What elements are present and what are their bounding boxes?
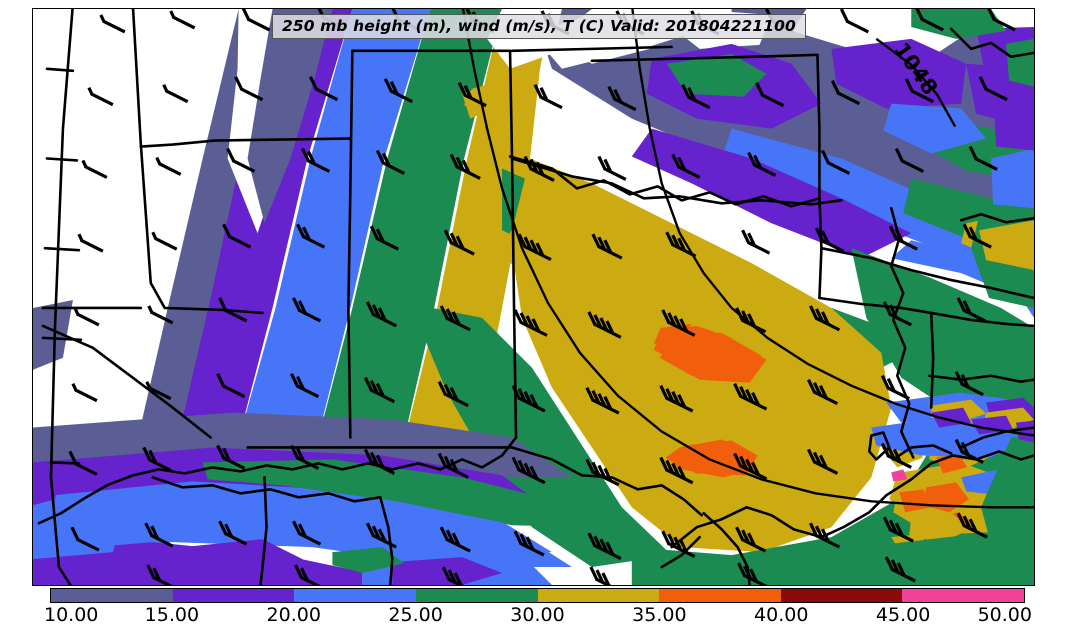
colorbar-tick-4: 30.00 [510, 604, 565, 626]
colorbar-tick-8: 50.00 [977, 604, 1032, 626]
colorbar-tick-3: 25.00 [388, 604, 443, 626]
colorbar-segment-4 [537, 589, 660, 602]
colorbar-tick-1: 15.00 [144, 604, 200, 626]
colorbar-segment-5 [659, 589, 781, 602]
map-plot-area[interactable]: 1048 [32, 8, 1035, 586]
colorbar[interactable] [50, 588, 1025, 603]
colorbar-tick-7: 45.00 [875, 604, 931, 626]
colorbar-segment-2 [294, 589, 416, 602]
colorbar-segment-3 [415, 589, 538, 602]
colorbar-segment-1 [172, 589, 295, 602]
colorbar-tick-labels: 10.00 15.00 20.00 25.00 30.00 35.00 40.00 45.00… [0, 604, 1065, 630]
map-title: 250 mb height (m), wind (m/s), T (C) Val… [272, 14, 806, 39]
colorbar-tick-0: 10.00 [44, 604, 99, 626]
map-canvas: 1048 [33, 9, 1034, 585]
geography-boundaries [37, 9, 1034, 585]
colorbar-tick-2: 20.00 [266, 604, 321, 626]
colorbar-segment-6 [780, 589, 903, 602]
colorbar-segment-7 [902, 589, 1024, 602]
colorbar-tick-5: 35.00 [632, 604, 687, 626]
colorbar-segment-0 [51, 589, 173, 602]
colorbar-tick-6: 40.00 [754, 604, 809, 626]
